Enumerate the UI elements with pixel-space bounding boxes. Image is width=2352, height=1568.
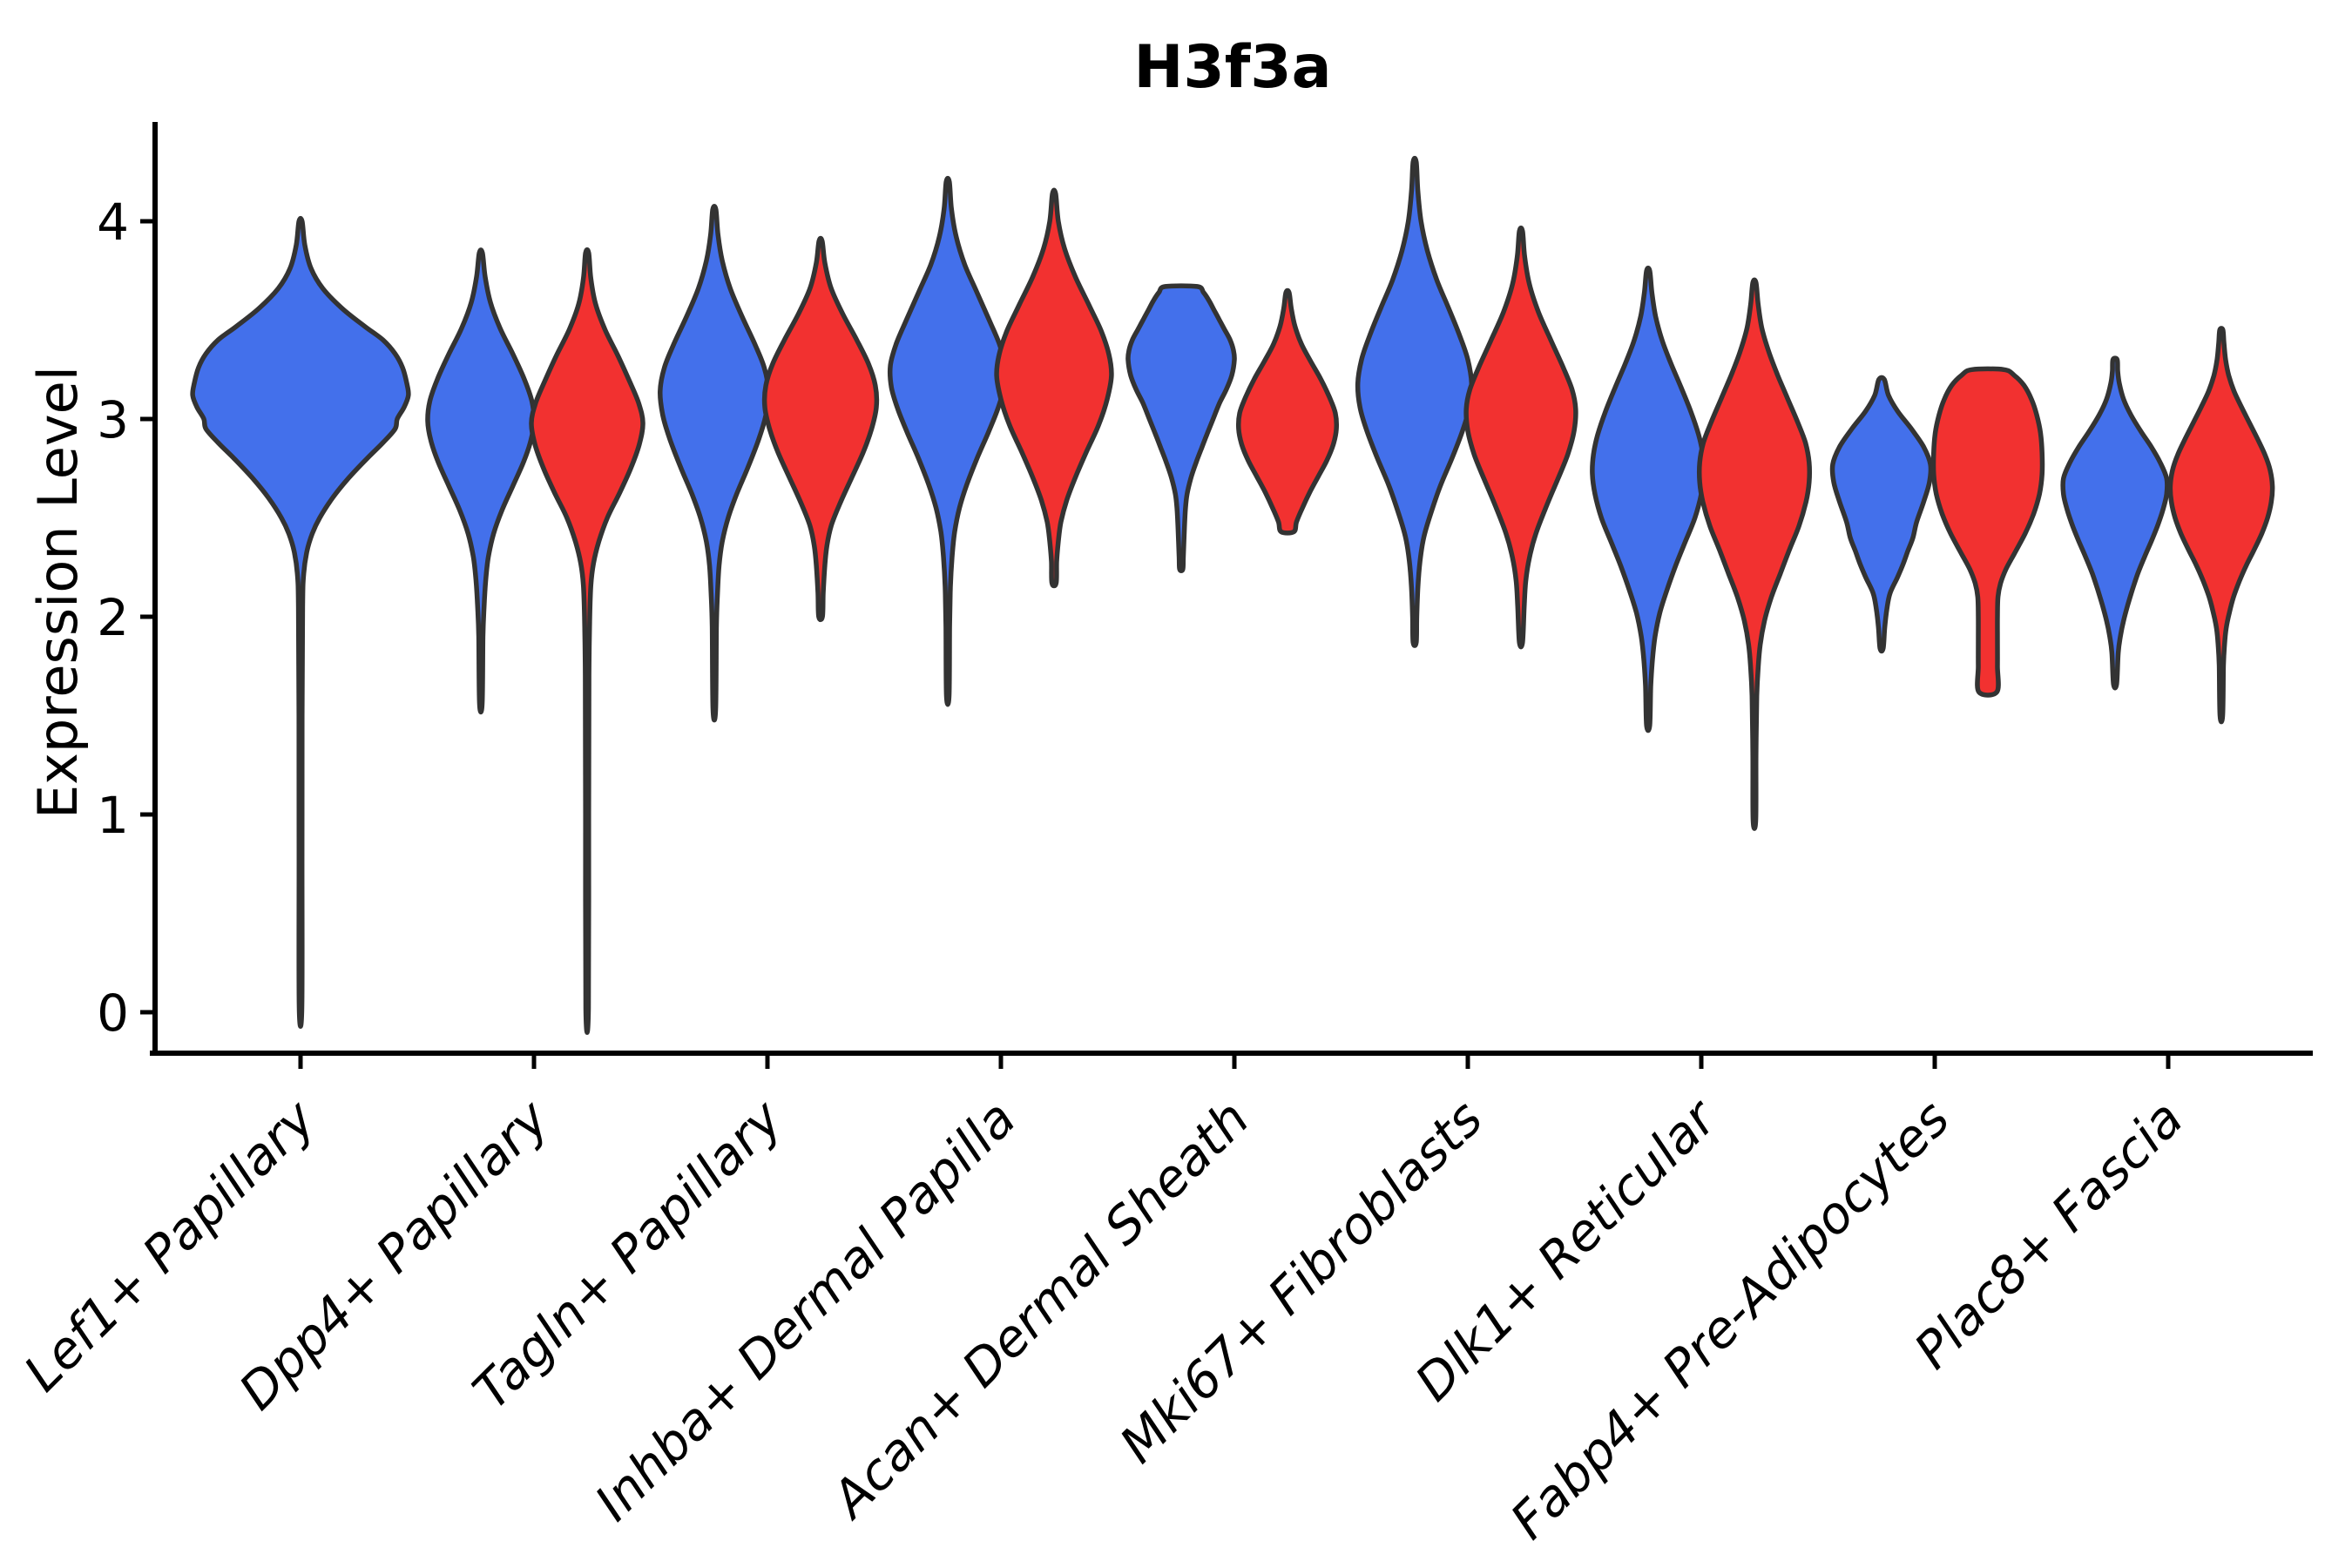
- violin-acan-dermal-sheath-blue: [1125, 283, 1237, 573]
- y-tick-label: 1: [97, 786, 129, 845]
- violin-tagln-papillary-blue: [658, 203, 771, 723]
- y-tick-label: 3: [97, 390, 129, 449]
- y-ticks: [140, 219, 155, 1015]
- chart-title: H3f3a: [1133, 33, 1331, 102]
- x-tick-label-inhba-dermal-papilla: Inhba+ Dermal Papilla: [584, 1089, 1027, 1532]
- y-tick-label: 4: [97, 193, 129, 252]
- y-tick-label: 0: [97, 983, 129, 1043]
- violin-lef1-papillary-blue: [190, 215, 411, 1029]
- violin-dpp4-papillary-blue: [425, 247, 537, 715]
- x-ticks: [298, 1053, 2171, 1069]
- x-tick-label-fabp4-pre-adipocytes: Fabp4+ Pre-Adipocytes: [1499, 1089, 1961, 1551]
- x-tick-label-acan-dermal-sheath: Acan+ Dermal Sheath: [818, 1089, 1260, 1531]
- x-tick-labels: Lef1+ Papillary Dpp4+ Papillary Tagln+ P…: [12, 1087, 2193, 1551]
- violin-mki67-fibroblasts-red: [1463, 225, 1578, 650]
- y-tick-labels: 0 1 2 3 4: [97, 193, 129, 1043]
- violin-dlk1-reticular-red: [1696, 277, 1813, 831]
- violin-inhba-dermal-papilla-red: [994, 187, 1114, 589]
- violin-tagln-papillary-red: [761, 235, 880, 623]
- violin-plac8-fascia-red: [2167, 326, 2275, 725]
- violin-inhba-dermal-papilla-blue: [887, 175, 1009, 707]
- violin-fabp4-pre-adipocytes-red: [1930, 366, 2045, 698]
- violin-fabp4-pre-adipocytes-blue: [1829, 375, 1934, 654]
- violin-mki67-fibroblasts-blue: [1355, 155, 1475, 648]
- y-tick-label: 2: [97, 588, 129, 647]
- violin-plac8-fascia-blue: [2060, 355, 2170, 691]
- y-axis-label: Expression Level: [26, 366, 90, 819]
- violin-acan-dermal-sheath-red: [1235, 287, 1340, 536]
- violins: [190, 155, 2275, 1035]
- violin-dlk1-reticular-blue: [1590, 265, 1707, 733]
- violin-dpp4-papillary-red: [529, 247, 645, 1035]
